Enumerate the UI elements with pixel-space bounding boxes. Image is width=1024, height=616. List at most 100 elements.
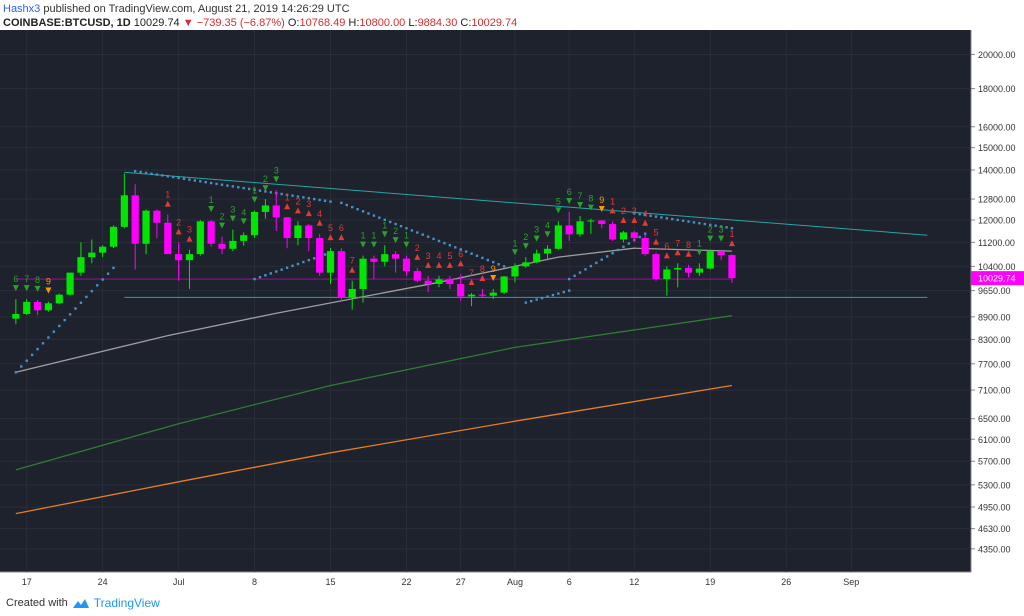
candle-body	[446, 279, 454, 284]
candle-body	[316, 238, 324, 273]
psar-dot	[399, 224, 403, 228]
candle-body	[218, 243, 226, 249]
psar-dot	[709, 223, 712, 227]
td-sell-arrow-icon	[653, 238, 659, 245]
y-tick-label: 7100.00	[978, 386, 1011, 396]
td-buy-arrow-icon	[381, 231, 388, 238]
psar-dot	[112, 266, 115, 270]
td-buy-arrow-icon	[511, 249, 518, 256]
candle-body	[164, 222, 172, 255]
psar-dot	[633, 212, 636, 215]
close-value: 10029.74	[471, 17, 518, 29]
td-sell-arrow-icon	[338, 234, 345, 241]
candle-body	[457, 283, 465, 297]
td-buy-arrow-icon	[208, 205, 215, 212]
td-buy-arrow-icon	[403, 241, 410, 248]
td-count-label: 1	[512, 238, 517, 248]
author-link[interactable]: Hashx3	[3, 3, 41, 15]
psar-dot	[345, 203, 348, 207]
psar-dot	[204, 180, 207, 184]
td-count-label: 4	[317, 209, 322, 219]
psar-dot	[356, 208, 359, 211]
candle-body	[435, 279, 443, 284]
time-axis	[0, 572, 971, 590]
td-count-label: 3	[230, 205, 235, 215]
td-count-label: 2	[295, 196, 300, 206]
psar-dot	[139, 170, 142, 174]
psar-dot	[730, 226, 734, 230]
psar-dot	[692, 221, 696, 224]
psar-dot	[231, 185, 235, 188]
psar-dot	[340, 201, 343, 205]
tradingview-brand[interactable]: TradingView	[93, 596, 160, 610]
td-count-label: 2	[176, 217, 181, 227]
psar-dot	[247, 187, 251, 191]
td-buy-arrow-icon	[23, 285, 30, 292]
psar-dot	[687, 220, 690, 223]
x-tick-label: 26	[781, 577, 791, 587]
price-chart[interactable]: 20000.00 18000.00 16000.00 15000.00 14000.00…	[0, 30, 1024, 590]
psar-dot	[253, 277, 256, 281]
candle-body	[598, 220, 606, 225]
psar-dot	[155, 173, 159, 176]
psar-dot	[481, 256, 484, 260]
psar-dot	[291, 194, 294, 197]
candle-body	[77, 257, 85, 273]
td-buy-arrow-icon	[696, 249, 703, 256]
psar-dot	[611, 251, 614, 255]
x-tick-label: 8	[252, 577, 257, 587]
td-buy-arrow-icon	[490, 274, 497, 281]
publish-info: Hashx3 published on TradingView.com, Aug…	[3, 3, 350, 15]
psar-dot	[470, 252, 473, 255]
td-sell-arrow-icon	[642, 219, 649, 226]
td-count-label: 6	[458, 249, 463, 259]
candle-body	[33, 301, 42, 311]
td-sell-arrow-icon	[436, 261, 442, 268]
psar-dot	[714, 224, 717, 227]
td-count-label: 9	[46, 277, 51, 287]
candle-body	[619, 232, 628, 240]
psar-dot	[106, 272, 110, 275]
psar-dot	[318, 198, 321, 202]
low-label: L:	[408, 17, 418, 29]
psar-dot	[595, 261, 598, 265]
psar-dot	[307, 258, 310, 262]
psar-dot	[285, 193, 289, 197]
psar-dot	[52, 330, 56, 333]
candle-body	[348, 288, 356, 298]
psar-dot	[280, 268, 283, 271]
td-buy-arrow-icon	[251, 196, 258, 203]
td-sell-arrow-icon	[620, 216, 627, 223]
y-tick-label: 4950.00	[978, 502, 1011, 512]
footer: Created with TradingView	[6, 596, 160, 610]
td-sell-arrow-icon	[685, 250, 692, 257]
td-sell-arrow-icon	[349, 266, 356, 273]
psar-dot	[443, 241, 446, 245]
td-sell-arrow-icon	[186, 235, 193, 242]
psar-dot	[25, 359, 28, 362]
psar-dot	[166, 175, 169, 178]
td-count-label: 3	[534, 225, 539, 235]
psar-dot	[30, 353, 34, 357]
td-count-label: 2	[708, 225, 713, 235]
candle-body	[533, 253, 541, 263]
candle-body	[630, 232, 638, 239]
td-buy-arrow-icon	[566, 197, 573, 204]
y-tick-label: 20000.00	[978, 50, 1016, 60]
psar-dot	[215, 182, 218, 186]
psar-dot	[367, 212, 370, 215]
psar-dot	[616, 248, 620, 252]
psar-dot	[540, 296, 544, 300]
psar-dot	[58, 324, 61, 328]
td-count-label: 2	[263, 174, 268, 184]
td-sell-arrow-icon	[175, 228, 182, 235]
psar-dot	[323, 253, 327, 256]
y-tick-label: 15000.00	[978, 143, 1016, 153]
td-count-label: 7	[578, 191, 583, 201]
x-tick-label: 6	[567, 577, 572, 587]
psar-dot	[79, 301, 83, 304]
psar-dot	[258, 189, 262, 192]
td-buy-arrow-icon	[240, 218, 247, 225]
td-count-label: 2	[219, 212, 224, 222]
psar-dot	[220, 183, 224, 186]
